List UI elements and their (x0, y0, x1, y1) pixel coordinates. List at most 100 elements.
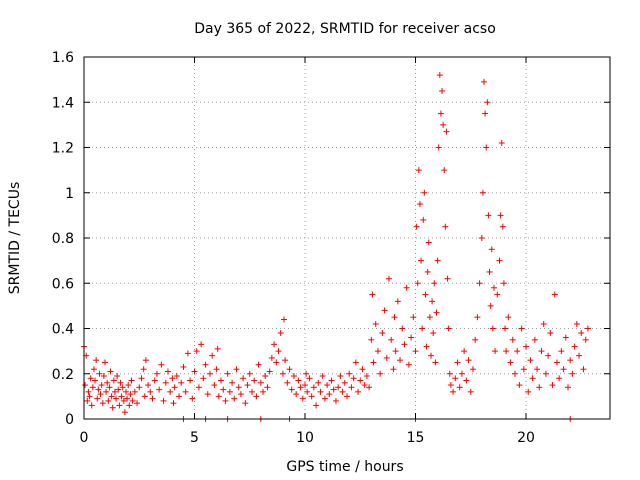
plot-frame (83, 56, 611, 420)
data-point (499, 223, 506, 230)
data-point (560, 366, 567, 373)
data-point (383, 354, 390, 361)
data-point (509, 336, 516, 343)
data-point (580, 366, 587, 373)
data-point (576, 352, 583, 359)
data-point (420, 216, 427, 223)
data-point (304, 388, 311, 395)
data-point (160, 397, 167, 404)
data-point (571, 343, 578, 350)
data-point (189, 395, 196, 402)
data-point (111, 388, 118, 395)
ticks-layer: 0 5 10 15 20 0 0.2 0.4 0.6 0.8 1 1.2 1.4 1.6 (52, 50, 610, 446)
data-point (410, 314, 417, 321)
grid-layer (84, 57, 610, 419)
data-point (523, 343, 530, 350)
data-point (213, 366, 220, 373)
data-point (277, 330, 284, 337)
data-point (328, 377, 335, 384)
data-point (106, 384, 113, 391)
chart-title: Day 365 of 2022, SRMTID for receiver acs… (194, 21, 496, 37)
data-point (187, 377, 194, 384)
data-point (487, 302, 494, 309)
data-point (220, 386, 227, 393)
data-point (84, 397, 91, 404)
data-point (244, 382, 251, 389)
data-point (284, 379, 291, 386)
data-point (485, 212, 492, 219)
data-point (556, 375, 563, 382)
data-point (569, 370, 576, 377)
data-point (337, 373, 344, 380)
data-point (131, 388, 138, 395)
data-point (440, 121, 447, 128)
data-point (268, 354, 275, 361)
data-point (140, 366, 147, 373)
data-point (293, 391, 300, 398)
data-point (418, 257, 425, 264)
data-point (214, 345, 221, 352)
data-point (368, 336, 375, 343)
data-point (445, 325, 452, 332)
data-point (173, 373, 180, 380)
data-point (193, 348, 200, 355)
data-point (558, 348, 565, 355)
data-point (326, 391, 333, 398)
data-point (170, 400, 177, 407)
x-tick-label: 15 (407, 430, 425, 446)
data-point (425, 239, 432, 246)
data-point (204, 391, 211, 398)
data-point (494, 291, 501, 298)
data-point (390, 366, 397, 373)
data-point (344, 393, 350, 400)
data-point (361, 382, 368, 389)
data-point (394, 298, 401, 305)
data-point (474, 314, 481, 321)
data-point (262, 373, 269, 380)
data-point (545, 352, 552, 359)
data-point (121, 409, 128, 416)
data-point (346, 370, 353, 377)
data-point (467, 388, 474, 395)
data-point (171, 384, 178, 391)
data-point (478, 235, 485, 241)
data-point (498, 139, 505, 146)
data-point (222, 397, 229, 404)
y-tick-label: 1.4 (52, 95, 74, 111)
data-point (153, 370, 160, 377)
data-point (184, 350, 191, 357)
data-point (101, 359, 108, 366)
data-point (248, 388, 255, 395)
data-point (465, 357, 472, 364)
data-point (313, 402, 320, 409)
y-axis-label: SRMTID / TECUs (7, 182, 23, 295)
data-point (434, 257, 441, 264)
data-point (295, 377, 302, 384)
data-point (403, 284, 410, 291)
data-point (379, 330, 386, 337)
data-point (321, 395, 328, 402)
x-tick-label: 10 (296, 430, 314, 446)
data-point (233, 366, 240, 373)
data-point (246, 370, 253, 377)
data-point (218, 377, 225, 384)
data-point (117, 379, 124, 386)
data-point (573, 320, 580, 327)
y-tick-label: 0 (65, 412, 74, 428)
data-point (191, 368, 198, 375)
data-point (288, 386, 295, 393)
data-point (332, 397, 339, 404)
data-point (180, 363, 187, 370)
data-point (134, 400, 141, 407)
data-point (549, 382, 556, 389)
data-point (273, 359, 280, 366)
data-point (96, 370, 103, 377)
data-point (158, 361, 165, 368)
data-point (385, 275, 392, 282)
data-point (242, 400, 249, 407)
data-point (282, 357, 289, 364)
data-point (86, 393, 93, 400)
data-point (240, 375, 247, 382)
data-point (397, 357, 404, 364)
